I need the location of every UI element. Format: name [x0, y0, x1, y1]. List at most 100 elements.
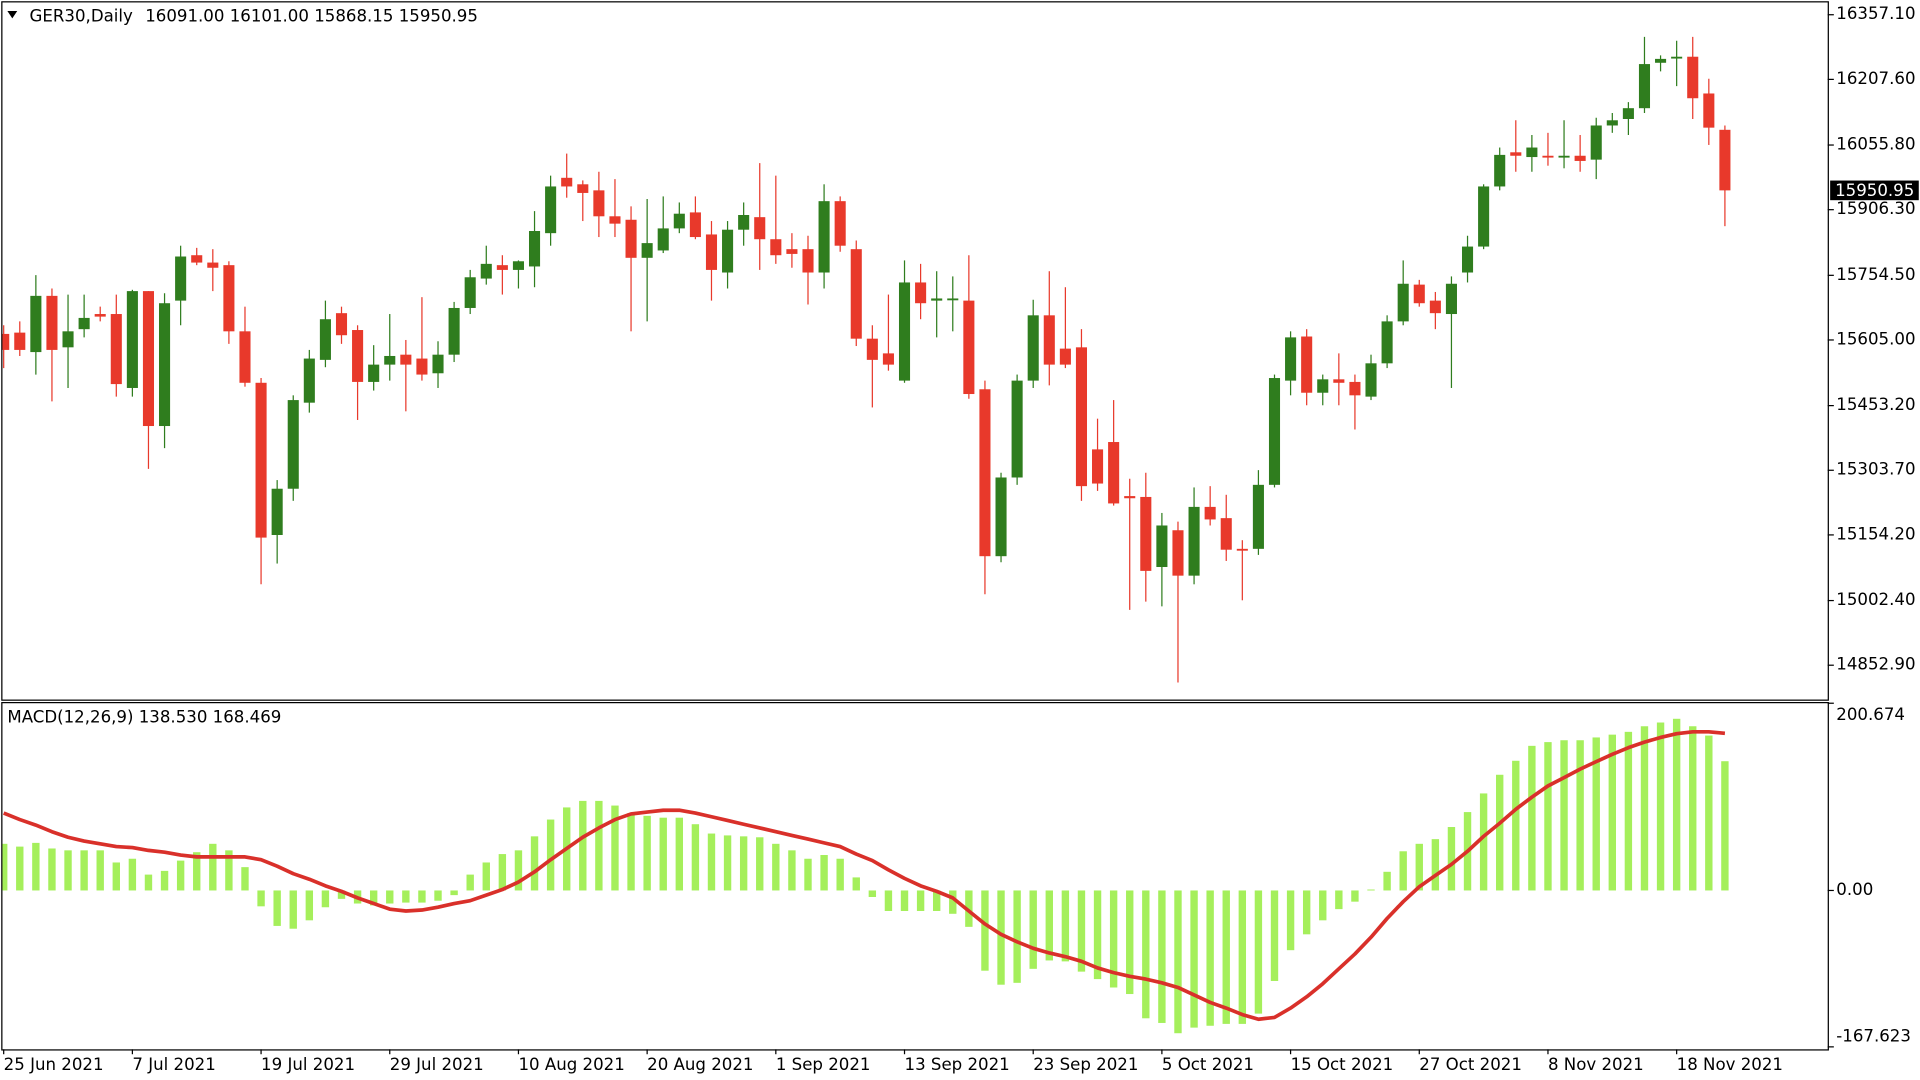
candle-body: [384, 355, 396, 365]
chart-title: GER30,Daily: [30, 7, 133, 26]
histogram-bar: [659, 817, 667, 891]
candle-body: [1204, 506, 1216, 520]
histogram-bar: [772, 843, 780, 891]
candle-body: [1381, 321, 1393, 364]
candle-body: [931, 298, 943, 301]
candle-body: [738, 214, 750, 230]
candle-body: [609, 216, 621, 224]
histogram-bar: [1029, 890, 1037, 969]
histogram-bar: [176, 860, 185, 891]
candle-body: [1349, 381, 1361, 396]
y-tick-label: 15906.30: [1836, 199, 1915, 218]
histogram-bar: [450, 890, 458, 896]
candle-body: [1092, 449, 1104, 484]
candle-body: [1526, 147, 1538, 158]
candle-body: [464, 277, 476, 308]
histogram-bar: [756, 837, 764, 891]
candle-body: [979, 389, 991, 557]
histogram-bar: [1624, 731, 1633, 891]
histogram-bar: [193, 852, 201, 891]
candle-body: [1542, 155, 1554, 158]
candle-body: [754, 217, 766, 240]
histogram-bar: [209, 843, 217, 891]
histogram-bar: [1077, 890, 1086, 972]
candle-body: [1687, 56, 1699, 99]
y-tick-label: 14852.90: [1836, 655, 1915, 674]
candle-body: [62, 331, 74, 348]
candle-body: [882, 353, 894, 365]
candle-body: [1301, 336, 1313, 393]
candle-body: [448, 307, 460, 355]
histogram-bar: [1254, 890, 1263, 1014]
histogram-bar: [337, 890, 346, 899]
histogram-bar: [595, 800, 603, 891]
candle-body: [1574, 155, 1586, 161]
candle-body: [175, 256, 187, 301]
candle-body: [1590, 125, 1602, 160]
histogram-bar: [1045, 890, 1053, 961]
histogram-bar: [1126, 890, 1134, 995]
histogram-bar: [1399, 851, 1407, 891]
candle-body: [850, 249, 862, 339]
histogram-bar: [1608, 734, 1616, 891]
histogram-bar: [1479, 793, 1488, 891]
histogram-bar: [257, 890, 265, 907]
histogram-bar: [1560, 740, 1568, 891]
candle-body: [995, 477, 1007, 557]
histogram-bar: [64, 850, 72, 891]
candle-body: [496, 265, 508, 270]
histogram-bar: [1496, 774, 1504, 891]
histogram-bar: [691, 824, 700, 891]
histogram-bar: [739, 836, 748, 891]
candle-body: [1156, 525, 1168, 568]
candle-body: [271, 488, 283, 536]
candle-body: [1397, 283, 1409, 322]
candle-body: [561, 177, 573, 187]
histogram-bar: [289, 890, 297, 929]
histogram-bar: [997, 890, 1005, 985]
histogram-bar: [1528, 745, 1536, 891]
candle-body: [770, 239, 782, 256]
x-tick-label: 23 Sep 2021: [1033, 1055, 1138, 1074]
candle-body: [142, 291, 155, 427]
candle-body: [1140, 496, 1152, 571]
y-tick-label: 15303.70: [1836, 460, 1915, 479]
menu-arrow[interactable]: [7, 11, 18, 19]
candle-body: [1365, 363, 1377, 397]
candle-body: [1558, 155, 1570, 158]
candle-body: [14, 332, 26, 350]
candle-body: [1671, 56, 1683, 59]
candle-body: [223, 265, 235, 332]
histogram-bar: [273, 890, 281, 926]
histogram-bar: [1705, 735, 1713, 891]
histogram-bar: [418, 890, 426, 903]
histogram-bar: [434, 890, 442, 901]
histogram-bar: [579, 800, 587, 891]
candle-body: [528, 230, 541, 267]
candle-body: [46, 295, 58, 350]
macd-plot: [2, 718, 1729, 1034]
histogram-bar: [1689, 726, 1697, 891]
histogram-bar: [305, 890, 314, 921]
histogram-bar: [514, 850, 523, 891]
candle-body: [1622, 108, 1634, 119]
price-panel: [1, 1, 1829, 701]
histogram-bar: [1672, 718, 1681, 891]
histogram-bar: [981, 890, 989, 971]
histogram-bar: [820, 855, 828, 891]
candle-body: [1220, 518, 1232, 550]
x-tick-label: 18 Nov 2021: [1677, 1055, 1783, 1074]
candle-body: [593, 190, 605, 217]
histogram-bar: [1158, 890, 1166, 1023]
histogram-bar: [949, 890, 957, 914]
candle-body: [1719, 129, 1731, 191]
histogram-bar: [1383, 871, 1391, 891]
x-tick-label: 5 Oct 2021: [1162, 1055, 1254, 1074]
x-tick-label: 27 Oct 2021: [1419, 1055, 1522, 1074]
price-tag-label: 15950.95: [1835, 181, 1914, 200]
histogram-bar: [1302, 890, 1311, 935]
candle-body: [287, 400, 299, 489]
histogram-bar: [1367, 889, 1375, 891]
candle-body: [368, 364, 380, 382]
histogram-bar: [225, 850, 233, 891]
